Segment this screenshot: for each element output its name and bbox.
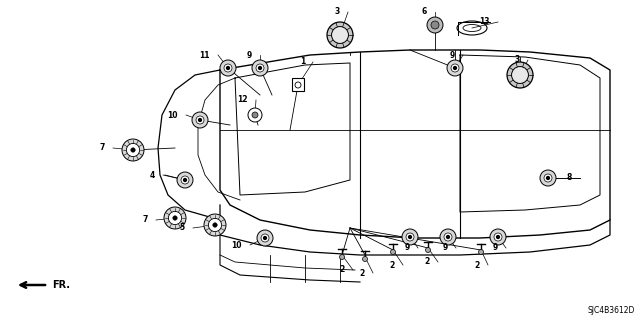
Text: SJC4B3612D: SJC4B3612D (588, 306, 635, 315)
Text: 5: 5 (180, 224, 185, 233)
Text: 9: 9 (443, 243, 448, 253)
Text: 3: 3 (335, 8, 340, 17)
Text: 3: 3 (515, 56, 520, 64)
Text: 13: 13 (479, 18, 490, 26)
Circle shape (332, 26, 348, 43)
Circle shape (447, 60, 463, 76)
Circle shape (131, 148, 135, 152)
Text: 6: 6 (422, 8, 427, 17)
Circle shape (192, 112, 208, 128)
Circle shape (406, 233, 414, 241)
Circle shape (507, 62, 533, 88)
Circle shape (454, 67, 456, 70)
Circle shape (327, 22, 353, 48)
Text: 2: 2 (390, 261, 395, 270)
Circle shape (390, 249, 396, 255)
Circle shape (547, 176, 550, 180)
Text: 7: 7 (143, 216, 148, 225)
Circle shape (184, 179, 186, 182)
Circle shape (177, 172, 193, 188)
Text: 4: 4 (150, 170, 155, 180)
Circle shape (295, 82, 301, 88)
Circle shape (451, 64, 459, 72)
Circle shape (431, 21, 439, 29)
Text: 7: 7 (100, 144, 105, 152)
Text: 10: 10 (232, 241, 242, 249)
Text: FR.: FR. (52, 280, 70, 290)
Circle shape (209, 219, 221, 232)
Text: 1: 1 (300, 57, 305, 66)
Circle shape (544, 174, 552, 182)
Circle shape (362, 256, 367, 262)
Circle shape (256, 64, 264, 72)
Circle shape (490, 229, 506, 245)
Circle shape (248, 108, 262, 122)
Circle shape (426, 248, 431, 253)
Circle shape (261, 234, 269, 242)
Circle shape (212, 223, 217, 227)
Circle shape (198, 119, 202, 122)
Circle shape (402, 229, 418, 245)
Circle shape (511, 67, 529, 84)
Circle shape (168, 211, 182, 225)
Text: 12: 12 (237, 95, 248, 105)
Circle shape (252, 112, 258, 118)
Text: 9: 9 (247, 50, 252, 60)
Circle shape (479, 249, 483, 255)
Text: 8: 8 (566, 174, 572, 182)
Circle shape (181, 176, 189, 184)
Circle shape (204, 214, 226, 236)
Text: 9: 9 (450, 50, 455, 60)
Circle shape (127, 144, 140, 157)
Circle shape (427, 17, 443, 33)
Circle shape (440, 229, 456, 245)
Circle shape (173, 216, 177, 220)
Text: 2: 2 (340, 265, 345, 275)
Circle shape (224, 64, 232, 72)
Text: 9: 9 (404, 243, 410, 253)
Text: 9: 9 (493, 243, 498, 253)
Text: 2: 2 (360, 269, 365, 278)
Circle shape (196, 116, 204, 124)
Circle shape (447, 235, 449, 238)
Text: 10: 10 (168, 110, 178, 120)
Circle shape (259, 67, 262, 70)
Text: 2: 2 (425, 257, 430, 266)
Text: 11: 11 (200, 50, 210, 60)
Circle shape (494, 233, 502, 241)
Circle shape (497, 235, 499, 238)
Circle shape (220, 60, 236, 76)
Circle shape (408, 235, 412, 238)
Circle shape (257, 230, 273, 246)
FancyBboxPatch shape (292, 78, 304, 91)
Circle shape (264, 237, 266, 240)
Circle shape (227, 67, 230, 70)
Circle shape (252, 60, 268, 76)
Circle shape (122, 139, 144, 161)
Circle shape (339, 255, 344, 259)
Circle shape (540, 170, 556, 186)
Circle shape (164, 207, 186, 229)
Circle shape (444, 233, 452, 241)
Text: 2: 2 (475, 261, 480, 270)
